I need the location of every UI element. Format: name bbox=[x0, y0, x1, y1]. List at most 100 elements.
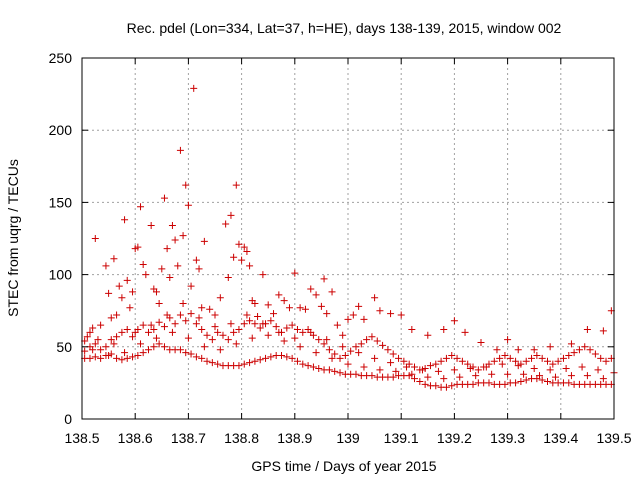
data-point bbox=[150, 325, 158, 333]
data-point bbox=[137, 340, 145, 348]
data-point bbox=[97, 321, 105, 329]
data-point bbox=[296, 304, 304, 312]
data-point bbox=[371, 354, 379, 362]
data-point bbox=[339, 331, 347, 339]
data-point bbox=[126, 304, 134, 312]
data-point bbox=[559, 354, 567, 362]
data-point bbox=[309, 363, 317, 371]
data-point bbox=[246, 262, 254, 270]
data-point bbox=[198, 325, 206, 333]
data-point bbox=[389, 350, 397, 358]
data-point bbox=[113, 354, 121, 362]
data-point bbox=[360, 315, 368, 323]
data-point bbox=[546, 366, 554, 374]
data-point bbox=[291, 334, 299, 342]
data-point bbox=[299, 360, 307, 368]
data-point bbox=[418, 366, 426, 374]
data-point bbox=[142, 271, 150, 279]
data-point bbox=[432, 360, 440, 368]
data-point bbox=[168, 328, 176, 336]
data-point bbox=[458, 357, 466, 365]
data-point bbox=[400, 357, 408, 365]
data-point bbox=[275, 291, 283, 299]
data-point bbox=[288, 321, 296, 329]
data-point bbox=[179, 299, 187, 307]
y-axis-label: STEC from uqrg / TECUs bbox=[5, 159, 21, 317]
data-point bbox=[331, 350, 339, 358]
data-point bbox=[296, 343, 304, 351]
data-point bbox=[538, 376, 546, 384]
data-point bbox=[581, 343, 589, 351]
data-point bbox=[123, 276, 131, 284]
x-tick-label: 139.2 bbox=[437, 430, 472, 446]
grid-lines bbox=[82, 58, 614, 419]
data-point bbox=[267, 353, 275, 361]
data-point bbox=[137, 203, 145, 211]
data-point bbox=[97, 354, 105, 362]
data-point bbox=[123, 325, 131, 333]
data-point bbox=[424, 331, 432, 339]
data-point bbox=[453, 354, 461, 362]
data-point bbox=[232, 181, 240, 189]
data-point bbox=[134, 243, 142, 251]
x-tick-label: 139 bbox=[336, 430, 360, 446]
data-point bbox=[214, 360, 222, 368]
data-point bbox=[341, 351, 349, 359]
data-point bbox=[134, 351, 142, 359]
data-point bbox=[113, 333, 121, 341]
data-point bbox=[155, 340, 163, 348]
data-point bbox=[498, 360, 506, 368]
data-point bbox=[91, 353, 99, 361]
data-point bbox=[530, 346, 538, 354]
data-point bbox=[235, 240, 243, 248]
data-point bbox=[139, 349, 147, 357]
data-point bbox=[349, 311, 357, 319]
data-point bbox=[211, 311, 219, 319]
data-point bbox=[264, 331, 272, 339]
data-point bbox=[496, 354, 504, 362]
data-point bbox=[184, 334, 192, 342]
data-point bbox=[203, 331, 211, 339]
data-point bbox=[224, 336, 232, 344]
data-point bbox=[256, 324, 264, 332]
data-point bbox=[267, 317, 275, 325]
data-point bbox=[285, 304, 293, 312]
data-point bbox=[392, 367, 400, 375]
data-point bbox=[599, 327, 607, 335]
x-tick-label: 139.4 bbox=[543, 430, 578, 446]
data-point bbox=[145, 346, 152, 354]
data-point bbox=[437, 357, 445, 365]
data-point bbox=[155, 318, 163, 326]
data-point bbox=[235, 362, 243, 370]
data-point bbox=[325, 346, 333, 354]
data-point bbox=[312, 291, 320, 299]
data-point bbox=[163, 311, 171, 319]
data-point bbox=[538, 354, 546, 362]
data-point bbox=[434, 367, 442, 375]
data-point bbox=[477, 338, 485, 346]
data-point bbox=[315, 336, 323, 344]
data-point bbox=[187, 350, 195, 358]
data-point bbox=[107, 336, 115, 344]
x-tick-label: 138.5 bbox=[64, 430, 99, 446]
data-point bbox=[403, 363, 411, 371]
data-point bbox=[544, 357, 551, 365]
data-point bbox=[570, 349, 578, 357]
data-point bbox=[530, 364, 538, 372]
data-point bbox=[243, 247, 251, 255]
data-point bbox=[208, 336, 216, 344]
data-point bbox=[448, 382, 456, 390]
data-point bbox=[155, 299, 163, 307]
data-point bbox=[325, 366, 333, 374]
data-point bbox=[89, 346, 97, 354]
data-point bbox=[520, 370, 528, 378]
data-point bbox=[352, 370, 360, 378]
data-point bbox=[517, 377, 525, 385]
data-point bbox=[211, 323, 219, 331]
data-point bbox=[293, 325, 301, 333]
data-point bbox=[387, 359, 395, 367]
x-tick-label: 139.5 bbox=[596, 430, 631, 446]
data-point bbox=[328, 354, 336, 362]
data-point bbox=[493, 346, 501, 354]
data-point bbox=[251, 299, 259, 307]
